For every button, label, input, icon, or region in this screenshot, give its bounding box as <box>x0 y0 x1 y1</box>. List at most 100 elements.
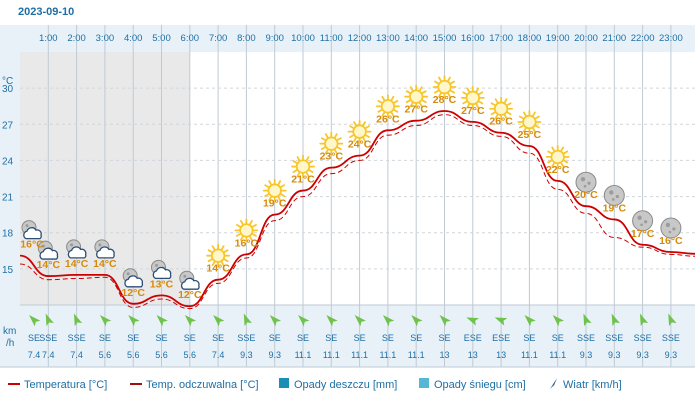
sun-ray <box>523 127 527 133</box>
moon-crater <box>587 181 591 185</box>
wind-direction-label: SE <box>184 333 196 343</box>
sun-ray <box>563 159 569 164</box>
moon-crater <box>668 230 672 234</box>
temperature-data-label: 20°C <box>574 189 598 201</box>
wind-direction-label: SE <box>269 333 281 343</box>
wind-speed-label: 9.3 <box>665 350 678 360</box>
wind-arrow-shape <box>439 315 451 327</box>
wind-speed-label: 5.6 <box>99 350 112 360</box>
sun-ray <box>462 100 468 105</box>
night-cloudy-icon <box>179 270 200 290</box>
wind-arrow-shape <box>73 313 83 327</box>
sun-ray <box>235 233 241 237</box>
sun-disc <box>493 101 509 116</box>
hour-label: 22:00 <box>631 33 655 44</box>
y-tick-label: 27 <box>2 120 14 131</box>
legend-item: Wiatr [km/h] <box>550 378 622 391</box>
wind-direction-label: SE <box>438 333 450 343</box>
wind-speed-label: 7.4 <box>28 350 41 360</box>
sun-ray <box>494 98 499 104</box>
sun-icon <box>206 243 231 268</box>
hour-label: 7:00 <box>209 33 228 44</box>
hour-label: 21:00 <box>602 33 626 44</box>
sun-ray <box>296 156 301 161</box>
sun-ray <box>506 102 512 106</box>
wind-direction-label: SE <box>523 333 535 343</box>
wind-speed-label: 11.1 <box>521 350 538 360</box>
sun-ray <box>532 127 536 133</box>
legend-swatch <box>279 378 289 388</box>
moon-crater <box>615 194 619 199</box>
sun-ray <box>211 261 216 267</box>
sun-ray <box>503 98 508 104</box>
wind-arrow-shape <box>45 313 54 327</box>
feels-like-line <box>19 114 695 310</box>
sun-ray <box>264 193 270 198</box>
wind-legend-icon <box>550 378 557 389</box>
night-cloudy-icon <box>66 239 87 259</box>
temperature-data-label: 21°C <box>291 174 315 186</box>
moon-crater <box>583 184 587 188</box>
hour-label: 5:00 <box>152 33 171 44</box>
sun-ray <box>450 80 455 85</box>
temperature-data-label: 12°C <box>121 287 145 299</box>
moon-icon <box>603 184 625 206</box>
wind-band <box>20 305 695 367</box>
y-tick-label: 21 <box>2 193 14 204</box>
y-axis-ticks: 15 18 21 24 27 30 <box>2 84 14 276</box>
wind-direction-label: ESE <box>492 333 510 343</box>
wind-direction-label: SE <box>382 333 394 343</box>
wind-speed-label: 7.4 <box>70 350 83 360</box>
sun-ray <box>409 86 414 92</box>
moon-crater <box>580 177 586 182</box>
wind-speed-label: 9.3 <box>636 350 649 360</box>
y-tick-label: 18 <box>2 229 14 240</box>
sun-disc <box>267 183 282 198</box>
sun-ray <box>421 99 427 104</box>
sun-ray <box>235 223 241 228</box>
wind-speed-label: 11.1 <box>549 350 566 360</box>
sun-ray <box>336 146 342 151</box>
wind-direction-label: SE <box>127 333 139 343</box>
sun-ray <box>223 249 229 253</box>
night-cloudy-icon <box>21 220 42 240</box>
grid-lines <box>0 25 695 368</box>
night-column <box>76 52 105 305</box>
sun-ray <box>336 137 342 141</box>
wind-arrow-shape <box>269 315 282 327</box>
temperature-line <box>19 110 695 308</box>
y-tick-label: 30 <box>2 84 14 95</box>
sun-ray <box>409 102 414 108</box>
cloud-shape <box>67 246 87 259</box>
wind-direction-label: SE <box>297 333 309 343</box>
sun-ray <box>405 90 411 94</box>
moon-icon <box>660 217 682 239</box>
temperature-data-label: 12°C <box>178 289 202 301</box>
sun-disc <box>522 114 537 130</box>
wind-direction-label: SSE <box>237 333 255 343</box>
sun-disc <box>352 124 367 139</box>
wind-speed-label: 7.4 <box>42 350 55 360</box>
temperature-data-label: 14°C <box>65 258 89 270</box>
sun-ray <box>421 90 427 94</box>
wind-direction-label: SE <box>28 333 40 343</box>
sun-ray <box>239 235 244 241</box>
temperature-lines <box>19 110 695 310</box>
sun-ray <box>534 124 540 129</box>
sun-disc <box>239 223 254 238</box>
legend-label: Wiatr [km/h] <box>563 379 622 391</box>
wind-arrow-icon <box>466 317 479 326</box>
wind-direction-label: SE <box>212 333 224 343</box>
legend-item: Opady śniegu [cm] <box>419 378 526 391</box>
night-column <box>161 52 190 305</box>
sun-disc <box>380 99 396 114</box>
moon-crater <box>665 222 671 228</box>
moon-crater <box>41 244 45 248</box>
night-column <box>48 52 77 305</box>
moon-disc <box>575 171 597 193</box>
sun-ray <box>305 172 310 177</box>
background-bands <box>0 25 695 367</box>
temperature-data-label: 16°C <box>20 239 44 251</box>
moon-disc <box>603 184 625 206</box>
sun-ray <box>324 149 329 155</box>
